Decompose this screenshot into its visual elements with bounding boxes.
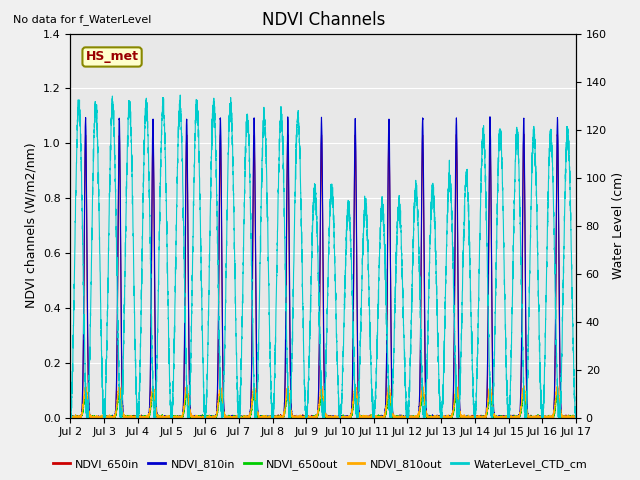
NDVI_810out: [520, 383, 527, 388]
WaterLevel_CTD_cm: [170, 378, 177, 384]
WaterLevel_CTD_cm: [393, 242, 401, 248]
Line: NDVI_810in: NDVI_810in: [70, 117, 576, 418]
WaterLevel_CTD_cm: [175, 122, 182, 128]
NDVI_650in: [393, 414, 401, 420]
NDVI_650out: [170, 415, 177, 420]
Line: NDVI_810out: NDVI_810out: [70, 385, 576, 418]
Line: NDVI_650out: NDVI_650out: [70, 393, 576, 418]
Line: NDVI_650in: NDVI_650in: [70, 133, 576, 418]
NDVI_650in: [67, 413, 74, 419]
NDVI_650in: [67, 415, 75, 420]
NDVI_810out: [256, 413, 264, 419]
NDVI_810in: [465, 415, 472, 420]
NDVI_810in: [67, 415, 74, 420]
NDVI_650in: [256, 415, 264, 420]
Y-axis label: NDVI channels (W/m2/nm): NDVI channels (W/m2/nm): [24, 143, 37, 309]
NDVI_650out: [385, 390, 393, 396]
NDVI_810in: [170, 415, 177, 420]
NDVI_810in: [393, 414, 401, 420]
NDVI_650out: [175, 415, 182, 420]
NDVI_810in: [572, 415, 580, 420]
WaterLevel_CTD_cm: [177, 92, 184, 98]
NDVI_650out: [67, 415, 74, 420]
NDVI_810in: [570, 415, 578, 420]
NDVI_810in: [256, 413, 264, 419]
Text: HS_met: HS_met: [86, 50, 139, 63]
NDVI_810out: [572, 414, 580, 420]
WaterLevel_CTD_cm: [256, 276, 264, 282]
NDVI_650out: [570, 413, 578, 419]
Legend: NDVI_650in, NDVI_810in, NDVI_650out, NDVI_810out, WaterLevel_CTD_cm: NDVI_650in, NDVI_810in, NDVI_650out, NDV…: [49, 455, 591, 474]
NDVI_810out: [67, 415, 74, 420]
NDVI_650in: [170, 415, 177, 420]
NDVI_650out: [465, 414, 472, 420]
NDVI_810in: [486, 114, 494, 120]
NDVI_650out: [393, 415, 401, 420]
NDVI_650out: [256, 414, 264, 420]
NDVI_650in: [570, 415, 578, 420]
NDVI_650in: [175, 414, 182, 420]
WaterLevel_CTD_cm: [570, 391, 578, 396]
WaterLevel_CTD_cm: [67, 415, 75, 420]
Title: NDVI Channels: NDVI Channels: [262, 11, 385, 29]
NDVI_650in: [572, 414, 580, 420]
NDVI_810in: [175, 414, 182, 420]
Line: WaterLevel_CTD_cm: WaterLevel_CTD_cm: [70, 95, 576, 418]
WaterLevel_CTD_cm: [67, 413, 74, 419]
NDVI_650in: [465, 415, 472, 420]
NDVI_650in: [385, 130, 393, 136]
WaterLevel_CTD_cm: [572, 415, 580, 420]
WaterLevel_CTD_cm: [465, 214, 472, 219]
NDVI_650out: [572, 415, 580, 420]
Text: No data for f_WaterLevel: No data for f_WaterLevel: [13, 14, 151, 25]
NDVI_650out: [67, 413, 74, 419]
NDVI_810out: [170, 415, 177, 420]
NDVI_810out: [175, 414, 182, 420]
Y-axis label: Water Level (cm): Water Level (cm): [612, 172, 625, 279]
NDVI_810out: [570, 415, 578, 420]
NDVI_810out: [393, 413, 401, 419]
NDVI_810out: [465, 414, 472, 420]
